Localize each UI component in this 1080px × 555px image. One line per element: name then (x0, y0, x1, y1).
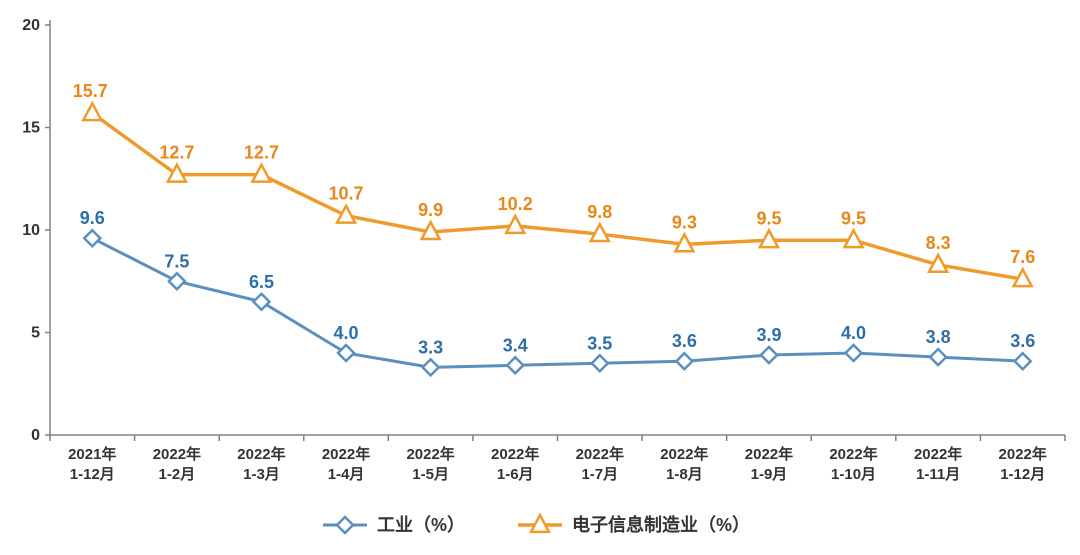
chart-container: 0 5 10 15 20 2021年 1-12月 2022年 1-2月 2022年 1-3月 2022… (0, 0, 1080, 555)
series-marker (592, 355, 608, 371)
data-label: 7.5 (164, 251, 189, 271)
line-chart: 0 5 10 15 20 2021年 1-12月 2022年 1-2月 2022年 1-3月 2022… (0, 0, 1080, 555)
x-tick-label-line2: 1-8月 (666, 466, 703, 483)
legend-label: 工业（%） (377, 515, 465, 535)
series-line-1 (92, 113, 1022, 279)
x-tick-label-line2: 1-9月 (751, 466, 788, 483)
data-label: 15.7 (73, 81, 108, 101)
x-tick-label-line1: 2021年 (68, 445, 116, 463)
x-tick-label-line1: 2022年 (660, 445, 708, 463)
x-tick-label-line2: 1-2月 (159, 466, 196, 483)
x-tick-label-line1: 2022年 (322, 445, 370, 463)
x-tick-label-line1: 2022年 (745, 445, 793, 463)
x-tick-label-line2: 1-11月 (916, 466, 960, 483)
x-tick-label-line1: 2022年 (829, 445, 877, 463)
data-label: 4.0 (334, 323, 359, 343)
x-tick-label-line1: 2022年 (406, 445, 454, 463)
series-marker (423, 359, 439, 375)
data-label: 6.5 (249, 272, 274, 292)
x-tick-label-line1: 2022年 (491, 445, 539, 463)
series-marker (761, 347, 777, 363)
data-label: 9.9 (418, 200, 443, 220)
data-label: 3.8 (926, 327, 951, 347)
legend-marker (337, 517, 353, 533)
x-tick-label-line1: 2022年 (237, 445, 285, 463)
series-marker (846, 345, 862, 361)
x-tick-label-line1: 2022年 (914, 445, 962, 463)
legend-label: 电子信息制造业（%） (572, 514, 750, 535)
series-marker (253, 294, 269, 310)
data-label: 9.3 (672, 212, 697, 232)
y-tick-label: 10 (22, 222, 40, 239)
data-label: 10.2 (498, 194, 533, 214)
data-label: 9.5 (841, 208, 866, 228)
y-tick-label: 15 (22, 120, 40, 137)
x-tick-label-line1: 2022年 (576, 445, 624, 463)
data-label: 3.9 (756, 325, 781, 345)
series-marker (338, 345, 354, 361)
y-tick-label: 20 (22, 17, 40, 34)
y-tick-label: 5 (31, 325, 40, 342)
series-marker (676, 353, 692, 369)
x-tick-label-line1: 2022年 (999, 445, 1047, 463)
data-label: 3.4 (503, 335, 528, 355)
data-label: 12.7 (159, 143, 194, 163)
series-marker (506, 216, 524, 233)
x-tick-label-line2: 1-4月 (328, 466, 365, 483)
data-label: 9.8 (587, 202, 612, 222)
series-marker (507, 357, 523, 373)
series-marker (1015, 353, 1031, 369)
data-label: 9.5 (756, 208, 781, 228)
series-marker (169, 273, 185, 289)
series-marker (83, 103, 101, 120)
data-label: 4.0 (841, 323, 866, 343)
data-label: 7.6 (1010, 247, 1035, 267)
data-label: 3.6 (672, 331, 697, 351)
x-tick-label-line2: 1-10月 (831, 466, 876, 483)
data-label: 3.3 (418, 337, 443, 357)
x-tick-label-line1: 2022年 (153, 445, 201, 463)
data-label: 3.5 (587, 333, 612, 353)
x-tick-label-line2: 1-6月 (497, 466, 534, 483)
x-tick-label-line2: 1-12月 (70, 466, 115, 483)
series-marker (84, 230, 100, 246)
data-label: 8.3 (926, 233, 951, 253)
series-marker (930, 349, 946, 365)
x-tick-label-line2: 1-3月 (243, 466, 280, 483)
x-tick-label-line2: 1-7月 (581, 466, 618, 483)
data-label: 3.6 (1010, 331, 1035, 351)
data-label: 9.6 (80, 208, 105, 228)
x-tick-label-line2: 1-5月 (412, 466, 449, 483)
y-tick-label: 0 (31, 427, 40, 444)
data-label: 10.7 (329, 184, 364, 204)
x-tick-label-line2: 1-12月 (1000, 466, 1045, 483)
data-label: 12.7 (244, 143, 279, 163)
series-line-0 (92, 238, 1022, 367)
